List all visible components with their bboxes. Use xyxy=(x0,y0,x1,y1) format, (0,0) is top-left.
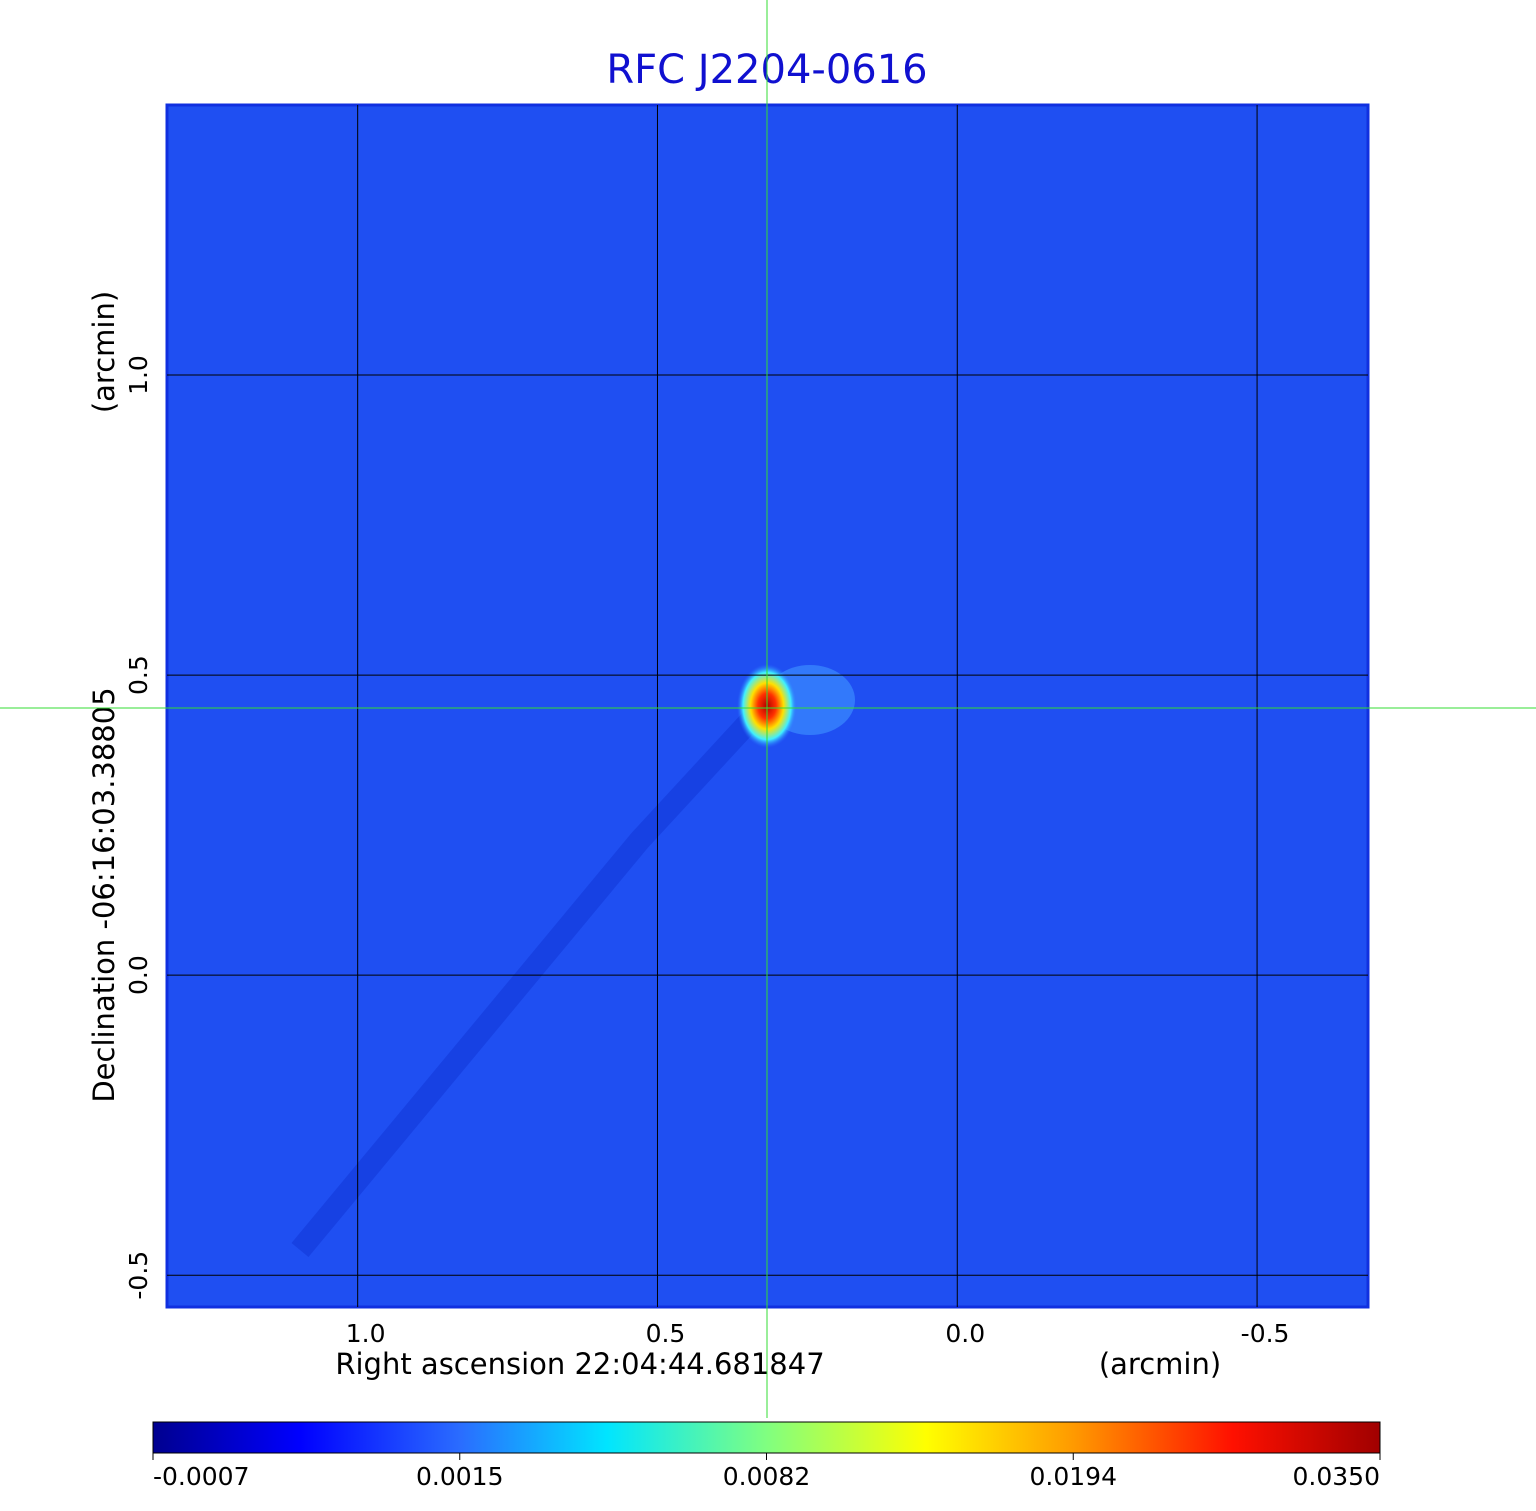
y-tick-label: -0.5 xyxy=(124,1251,153,1300)
y-tick-label: 0.0 xyxy=(124,955,153,995)
colorbar-tick-label: 0.0350 xyxy=(1293,1462,1380,1491)
x-tick-label: 1.0 xyxy=(346,1319,386,1348)
x-axis-unit: (arcmin) xyxy=(1099,1347,1221,1381)
colorbar-tick-label: -0.0007 xyxy=(153,1462,250,1491)
y-axis-label: Declination -06:16:03.38805 xyxy=(87,687,121,1102)
colorbar-tick-label: 0.0082 xyxy=(723,1462,810,1491)
colorbar-tick-label: 0.0194 xyxy=(1030,1462,1117,1491)
x-tick-label: 0.0 xyxy=(945,1319,985,1348)
y-tick-label: 0.5 xyxy=(124,655,153,695)
colorbar xyxy=(152,1421,1381,1454)
x-tick-label: 0.5 xyxy=(646,1319,686,1348)
colorbar-tick-label: 0.0015 xyxy=(416,1462,503,1491)
map-feature xyxy=(291,702,769,1258)
y-axis-unit: (arcmin) xyxy=(87,291,121,413)
y-tick-label: 1.0 xyxy=(124,355,153,395)
x-axis-label: Right ascension 22:04:44.681847 xyxy=(335,1347,824,1381)
x-tick-label: -0.5 xyxy=(1241,1319,1290,1348)
